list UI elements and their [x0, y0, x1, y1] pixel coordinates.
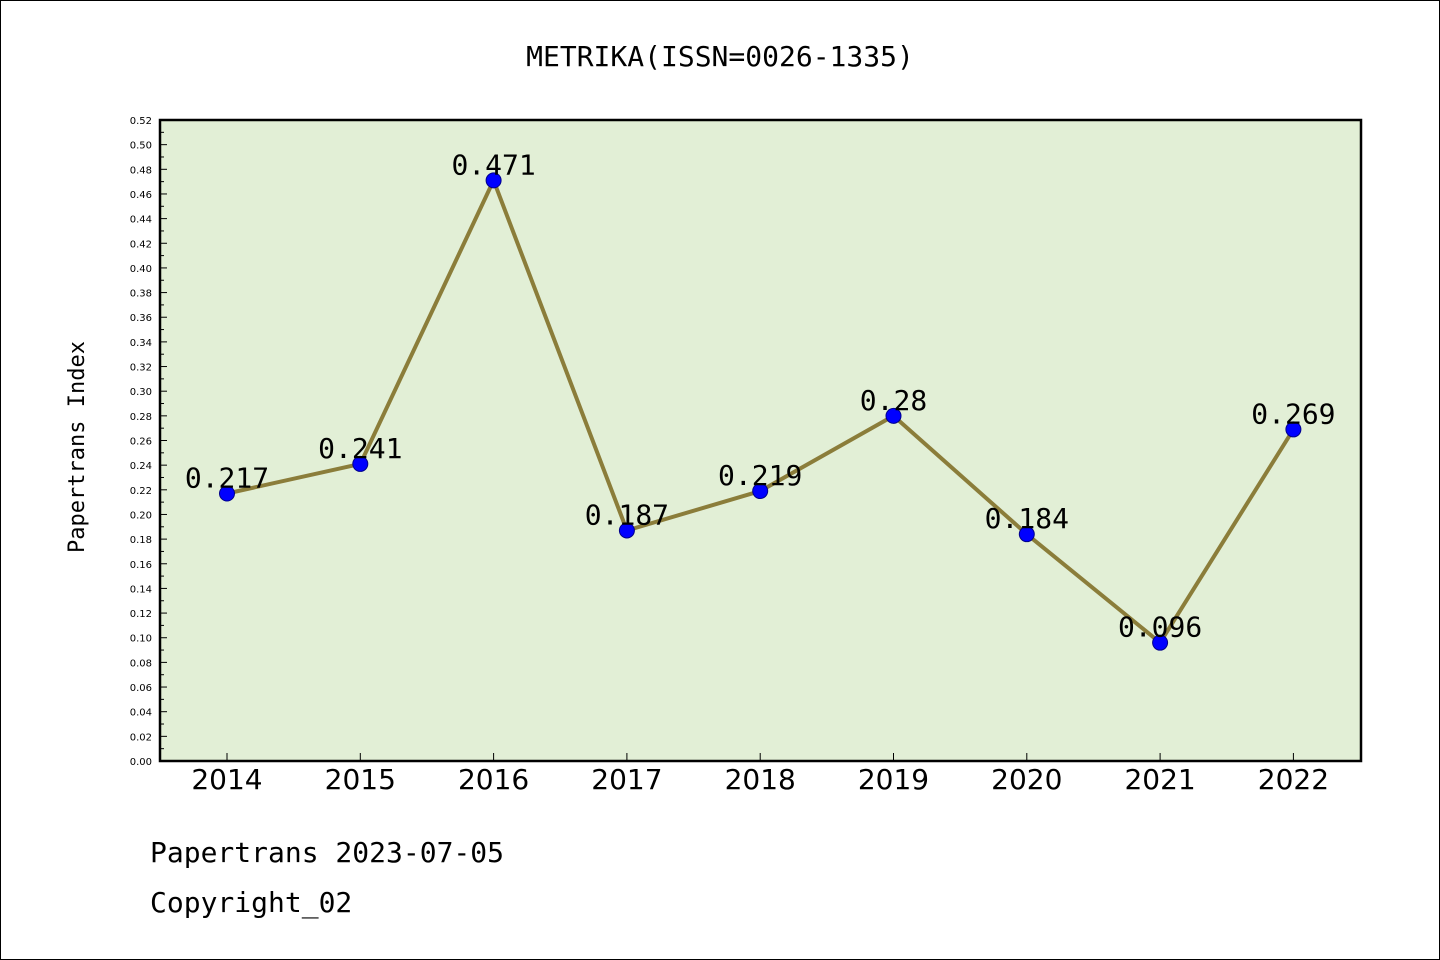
chart-title: METRIKA(ISSN=0026-1335) [526, 40, 914, 73]
data-label: 0.187 [585, 498, 669, 531]
data-label: 0.219 [718, 459, 802, 492]
data-label: 0.241 [318, 432, 402, 465]
y-tick-label: 0.12 [130, 609, 152, 620]
y-tick-label: 0.18 [130, 535, 152, 546]
y-tick-label: 0.52 [130, 116, 152, 127]
data-point [1285, 421, 1302, 438]
x-axis: 2014 2015 2016 2017 2018 2019 2020 2021 2022 [191, 753, 1329, 796]
y-tick-label: 0.04 [130, 708, 152, 719]
y-tick-label: 0.30 [130, 387, 152, 398]
y-tick-label: 0.22 [130, 486, 152, 497]
y-tick-label: 0.10 [130, 634, 152, 645]
y-tick-label: 0.24 [130, 461, 152, 472]
y-tick-label: 0.44 [130, 215, 152, 226]
data-label: 0.217 [185, 462, 269, 495]
y-axis-label: Papertrans Index [65, 341, 90, 553]
x-tick-label: 2019 [858, 763, 929, 796]
y-tick-label: 0.34 [130, 338, 152, 349]
y-tick-label: 0.36 [130, 313, 152, 324]
y-tick-label: 0.06 [130, 683, 152, 694]
y-tick-label: 0.50 [130, 141, 152, 152]
data-markers [219, 172, 1302, 651]
y-tick-label: 0.02 [130, 732, 152, 743]
y-tick-label: 0.16 [130, 560, 152, 571]
y-tick-label: 0.42 [130, 239, 152, 250]
data-point [219, 485, 235, 502]
data-point [1152, 634, 1169, 651]
x-tick-label: 2015 [325, 763, 396, 796]
y-tick-label: 0.40 [130, 264, 152, 275]
y-tick-label: 0.26 [130, 437, 152, 448]
data-label: 0.096 [1118, 611, 1202, 644]
data-point [885, 407, 902, 424]
y-tick-label: 0.14 [130, 584, 152, 595]
y-axis: 0.00 0.02 0.04 0.06 0.08 0.10 0.12 0.14 0.16 0.18… [130, 116, 167, 768]
data-label: 0.28 [860, 384, 927, 417]
data-point [752, 483, 769, 500]
y-tick-label: 0.48 [130, 165, 152, 176]
x-tick-label: 2021 [1124, 763, 1195, 796]
x-tick-label: 2014 [191, 763, 262, 796]
y-tick-label: 0.32 [130, 363, 152, 374]
data-point [618, 522, 635, 539]
y-tick-label: 0.28 [130, 412, 152, 423]
data-point [1018, 526, 1035, 543]
data-point [485, 172, 502, 189]
footer-copyright: Copyright_02 [150, 886, 353, 919]
data-label: 0.184 [985, 502, 1069, 535]
x-tick-label: 2018 [725, 763, 796, 796]
data-point [352, 455, 369, 472]
y-tick-label: 0.20 [130, 510, 152, 521]
x-tick-label: 2016 [458, 763, 529, 796]
x-tick-label: 2020 [991, 763, 1062, 796]
data-label: 0.269 [1251, 397, 1335, 430]
x-tick-label: 2017 [591, 763, 662, 796]
footer-date: Papertrans 2023-07-05 [150, 836, 505, 869]
data-labels: 0.217 0.241 0.471 0.187 0.219 0.28 0.184 0.096 0… [185, 148, 1336, 643]
y-tick-label: 0.00 [130, 757, 152, 768]
y-tick-label: 0.46 [130, 190, 152, 201]
plot-area [158, 118, 1363, 763]
data-label: 0.471 [451, 148, 535, 181]
y-tick-label: 0.38 [130, 289, 152, 300]
y-tick-label: 0.08 [130, 658, 152, 669]
x-tick-label: 2022 [1258, 763, 1329, 796]
